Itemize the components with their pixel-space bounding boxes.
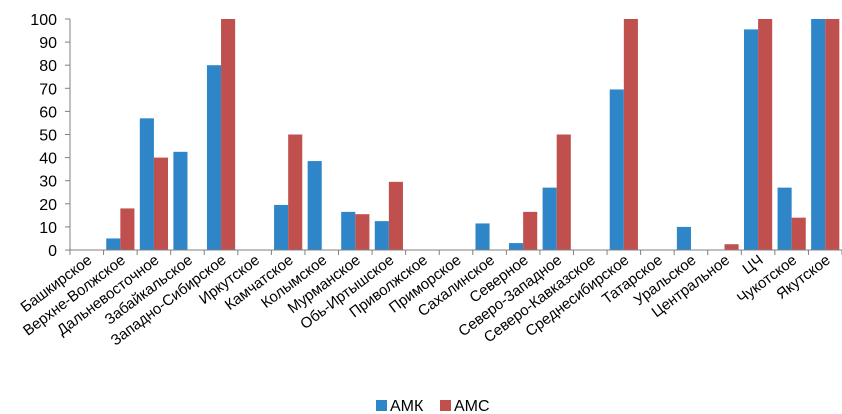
y-tick-label: 40 <box>39 151 57 168</box>
bar-amk <box>811 19 826 250</box>
legend-swatch-ams <box>440 400 451 411</box>
bar-amk <box>609 89 624 251</box>
bar-ams <box>556 134 571 250</box>
bar-amk <box>106 238 121 250</box>
bar-amk <box>374 221 389 251</box>
axes <box>65 18 842 255</box>
y-tick-label: 50 <box>39 128 57 145</box>
legend-swatch-amk <box>376 400 387 411</box>
bar-ams <box>623 19 638 250</box>
bar-amk <box>206 65 222 250</box>
y-tick-label: 10 <box>39 220 57 237</box>
bar-amk <box>509 243 524 250</box>
y-tick-label: 20 <box>39 197 57 214</box>
y-tick-label: 30 <box>39 174 57 191</box>
bar-amk <box>676 226 691 250</box>
bar-amk <box>307 161 322 250</box>
bar-ams <box>724 244 739 250</box>
legend: АМК АМС <box>376 398 490 414</box>
bar-ams <box>120 208 135 250</box>
bar-ams <box>825 19 840 250</box>
bar-ams <box>153 157 169 250</box>
y-tick-label: 0 <box>48 243 57 260</box>
bar-ams <box>221 19 236 250</box>
y-tick-label: 60 <box>39 104 57 121</box>
bar-amk <box>274 204 289 250</box>
legend-label-amk: АМК <box>390 398 424 414</box>
y-tick-label: 90 <box>39 35 57 52</box>
x-axis-category-labels: БашкирскоеВерхне-ВолжскоеДальневосточное… <box>18 252 834 350</box>
bar-amk <box>542 187 557 250</box>
bar-amk <box>475 223 490 250</box>
bar-ams <box>288 134 303 250</box>
y-tick-label: 80 <box>39 58 57 75</box>
bar-amk <box>341 211 356 250</box>
bar-ams <box>355 214 370 250</box>
bar-amk <box>173 151 188 250</box>
bar-ams <box>388 181 403 250</box>
bar-ams <box>758 19 773 250</box>
legend-label-ams: АМС <box>454 398 490 414</box>
bar-amk <box>777 187 792 250</box>
bars <box>106 19 840 251</box>
bar-ams <box>791 217 806 250</box>
y-tick-label: 70 <box>39 81 57 98</box>
bar-amk <box>743 29 759 251</box>
y-axis-tick-labels: 0 10 20 30 40 50 60 70 80 90 100 <box>30 12 57 260</box>
bar-ams <box>523 211 538 250</box>
y-tick-label: 100 <box>30 12 57 29</box>
bar-amk <box>139 118 154 250</box>
